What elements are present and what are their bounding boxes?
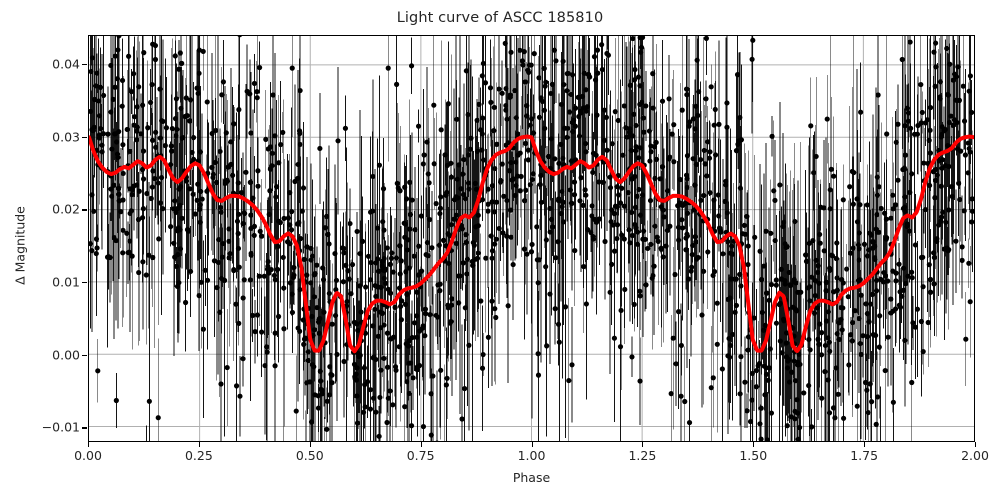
x-tick-mark (420, 442, 422, 447)
x-tick-label: 1.25 (628, 448, 657, 463)
y-tick-mark (82, 64, 87, 66)
y-tick-label: 0.00 (52, 347, 80, 363)
x-tick-label: 1.00 (517, 448, 546, 463)
y-tick-label: 0.03 (52, 129, 80, 145)
y-tick-mark (82, 209, 87, 211)
x-tick-label: 0.75 (406, 448, 435, 463)
chart-title: Light curve of ASCC 185810 (396, 10, 604, 26)
y-tick-label: −0.01 (41, 419, 80, 435)
y-axis-label: Δ Magnitude (12, 206, 28, 285)
x-tick-mark (88, 442, 90, 447)
y-tick-label: 0.04 (52, 56, 80, 72)
x-tick-mark (864, 442, 866, 447)
y-tick-mark (82, 427, 87, 429)
y-tick-mark (82, 354, 87, 356)
data-points-layer (89, 36, 974, 441)
x-tick-label: 0.25 (184, 448, 213, 463)
y-tick-mark (82, 282, 87, 284)
model-curve-layer (89, 134, 974, 354)
x-tick-mark (198, 442, 200, 447)
plot-svg (89, 36, 974, 441)
x-tick-label: 2.00 (961, 448, 989, 463)
x-tick-label: 0.00 (74, 448, 102, 463)
x-tick-label: 0.50 (295, 448, 324, 463)
x-tick-label: 1.75 (850, 448, 879, 463)
x-tick-label: 1.50 (739, 448, 768, 463)
y-tick-mark (82, 136, 87, 138)
plot-area (88, 35, 975, 442)
y-axis-tick-labels: −0.01 0.00 0.01 0.02 0.03 0.04 (0, 0, 80, 500)
y-tick-label: 0.02 (52, 201, 80, 217)
x-tick-mark (975, 442, 977, 447)
x-tick-mark (531, 442, 533, 447)
y-tick-label: 0.01 (52, 274, 80, 290)
x-axis-label: Phase (512, 470, 551, 485)
x-tick-mark (642, 442, 644, 447)
x-tick-mark (753, 442, 755, 447)
x-tick-mark (309, 442, 311, 447)
